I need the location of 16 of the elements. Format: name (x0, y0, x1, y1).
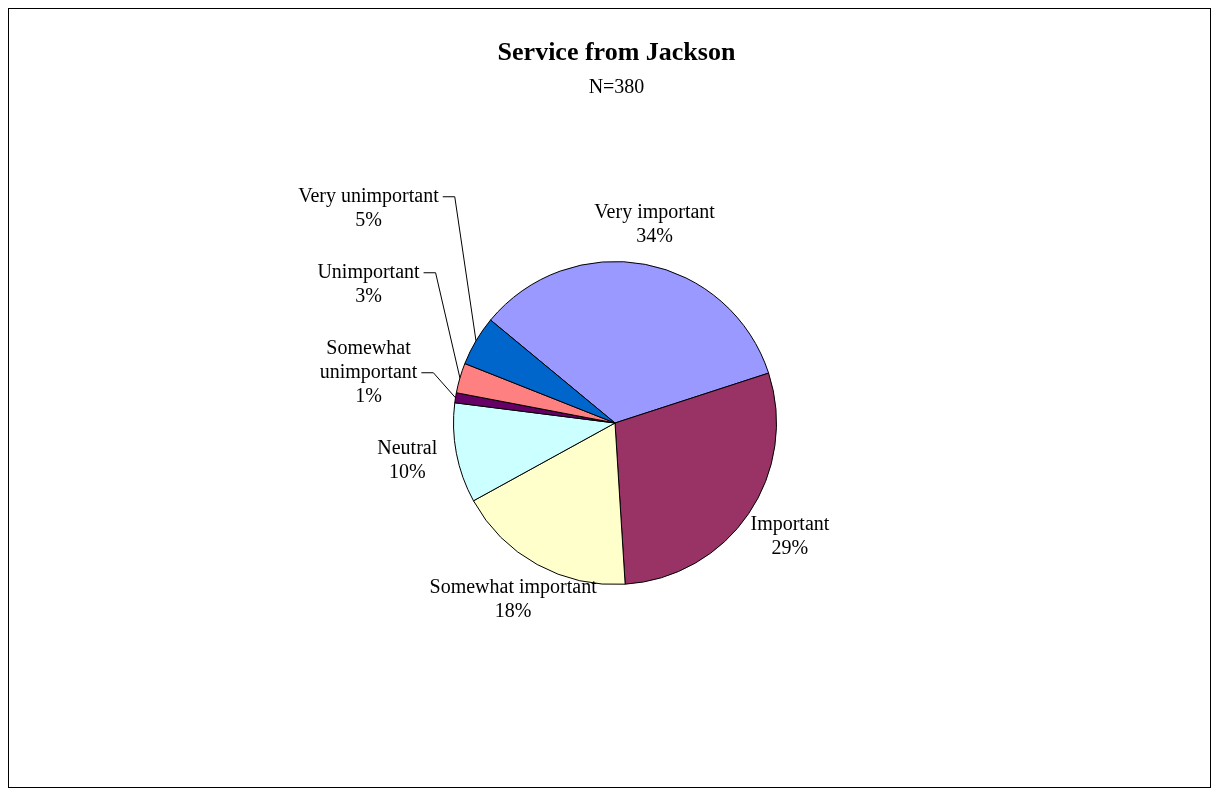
data-label: 29% (771, 535, 809, 558)
data-label: 3% (355, 284, 382, 307)
data-label: 5% (355, 208, 382, 231)
slice-label: Very unimportant (298, 184, 440, 208)
slice-label: Unimportant (317, 260, 421, 284)
data-label: 10% (388, 460, 426, 483)
slice-label: Very important (594, 200, 716, 224)
slice-label: Neutral (377, 436, 438, 459)
data-label: 1% (355, 384, 382, 407)
chart-title: Service from Jackson (497, 36, 736, 66)
slice-label: Important (750, 511, 830, 535)
chart-subtitle: N=380 (588, 75, 645, 98)
data-label: 34% (636, 224, 673, 247)
data-label: 18% (494, 598, 532, 621)
slice-label: Somewhat unimportant (319, 336, 418, 384)
slice-label: Somewhat important (429, 574, 598, 598)
